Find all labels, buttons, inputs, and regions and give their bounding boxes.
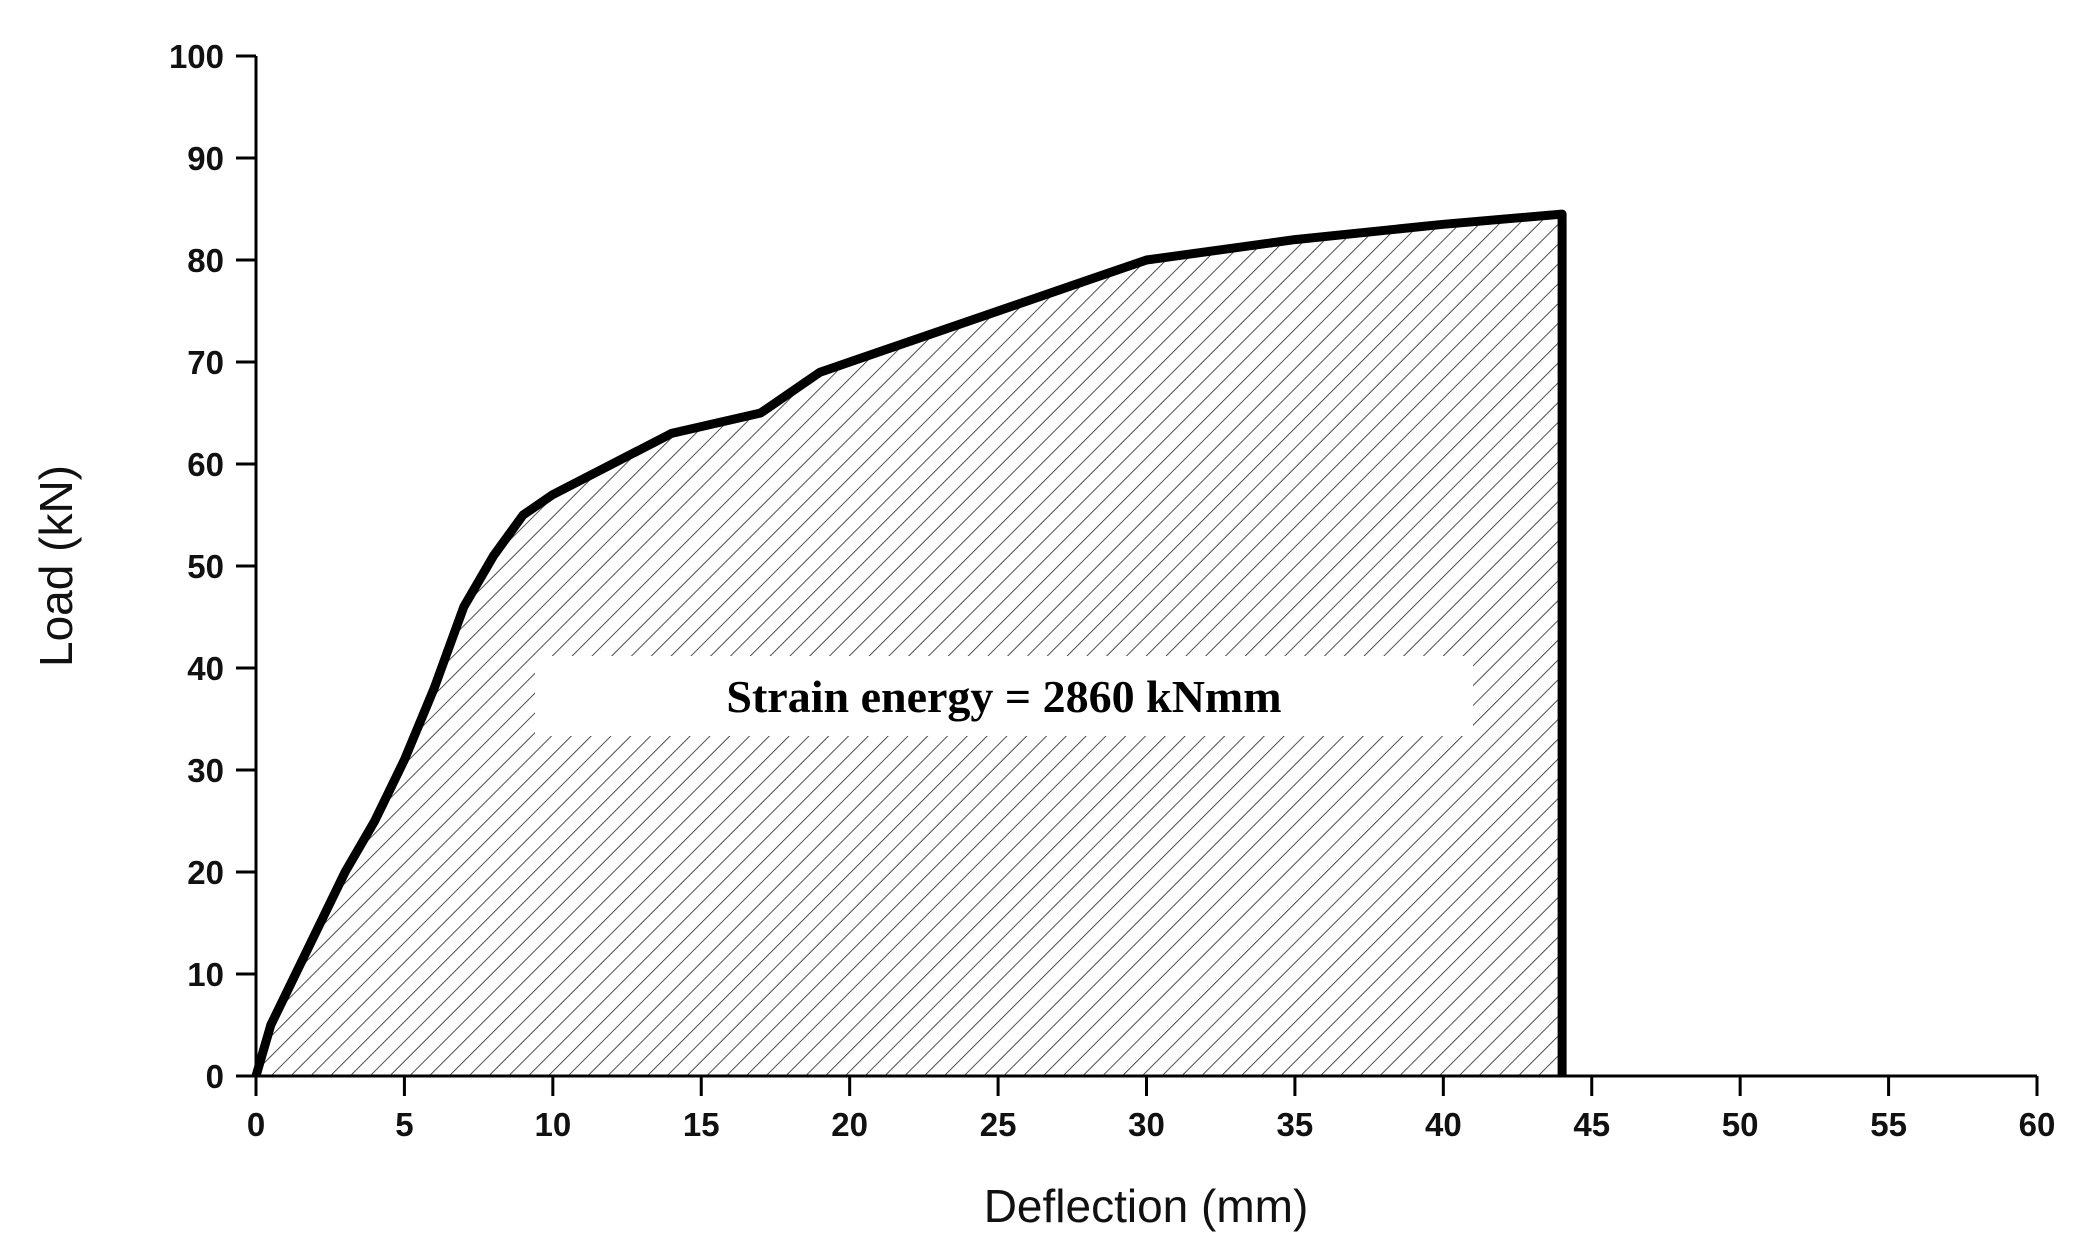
y-tick-label: 0 (206, 1058, 224, 1095)
x-tick-label: 0 (247, 1106, 265, 1143)
annotation-box (535, 656, 1473, 736)
y-tick-label: 90 (187, 140, 224, 177)
x-tick-label: 25 (980, 1106, 1017, 1143)
y-tick-label: 80 (187, 242, 224, 279)
annotation: Strain energy = 2860 kNmm (726, 671, 1281, 722)
x-tick-label: 15 (683, 1106, 720, 1143)
y-tick-label: 70 (187, 344, 224, 381)
x-tick-label: 60 (2019, 1106, 2056, 1143)
x-tick-label: 20 (831, 1106, 868, 1143)
x-tick-label: 5 (395, 1106, 413, 1143)
x-tick-label: 45 (1573, 1106, 1610, 1143)
x-tick-label: 30 (1128, 1106, 1165, 1143)
y-tick-label: 60 (187, 446, 224, 483)
x-axis-label: Deflection (mm) (984, 1180, 1309, 1232)
x-tick-label: 10 (534, 1106, 571, 1143)
y-tick-label: 40 (187, 650, 224, 687)
y-tick-label: 30 (187, 752, 224, 789)
x-tick-label: 35 (1277, 1106, 1314, 1143)
x-tick-label: 50 (1722, 1106, 1759, 1143)
y-tick-label: 50 (187, 548, 224, 585)
x-tick-label: 40 (1425, 1106, 1462, 1143)
y-tick-label: 100 (169, 38, 224, 75)
hatched-area (256, 214, 1563, 1077)
y-tick-label: 20 (187, 854, 224, 891)
x-tick-label: 55 (1870, 1106, 1907, 1143)
y-axis-label: Load (kN) (30, 465, 82, 667)
curve (251, 209, 1567, 1078)
y-tick-label: 10 (187, 956, 224, 993)
